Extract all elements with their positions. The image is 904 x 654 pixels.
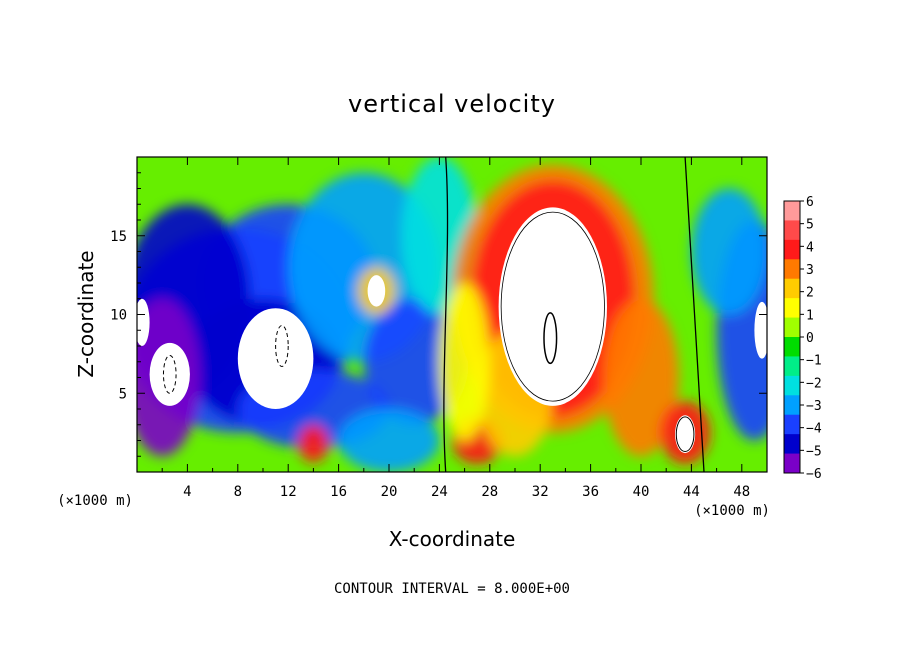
saturated-region — [237, 308, 314, 409]
colorbar-tick-label: 1 — [806, 308, 814, 323]
saturated-region — [137, 298, 150, 346]
contour-lines — [162, 157, 705, 472]
x-tick-label: 28 — [481, 484, 498, 500]
field-blob — [439, 283, 490, 441]
x-axis-unit: (×1000 m) — [694, 503, 770, 519]
colorbar-tick-label: −1 — [806, 354, 822, 369]
chart-title: vertical velocity — [348, 90, 556, 118]
y-tick-label: 10 — [110, 308, 127, 324]
x-tick-label: 32 — [532, 484, 549, 500]
field-blob — [298, 424, 329, 463]
y-tick-label: 5 — [119, 386, 127, 402]
zero-contour — [684, 157, 705, 472]
x-axis-label: X-coordinate — [389, 527, 516, 551]
plot-area — [137, 157, 767, 472]
x-tick-label: 20 — [381, 484, 398, 500]
saturated-region — [149, 342, 190, 406]
colorbar-tick-label: 0 — [806, 331, 814, 346]
colorbar-segment — [784, 375, 800, 396]
x-tick-label: 40 — [633, 484, 650, 500]
colorbar-tick-label: −4 — [806, 422, 822, 437]
colorbar-tick-label: −3 — [806, 399, 822, 414]
x-axis-ticks: 4 8 12 16 20 24 28 32 36 40 44 48 — [161, 157, 750, 500]
colorbar-segment — [784, 356, 800, 377]
colorbar-tick-label: 5 — [806, 218, 814, 233]
y-axis-ticks: 5 10 15 — [110, 172, 767, 457]
colorbar-segment — [784, 239, 800, 260]
contour-interval-note: CONTOUR INTERVAL = 8.000E+00 — [334, 581, 570, 597]
y-axis-unit: (×1000 m) — [57, 493, 133, 509]
x-tick-label: 4 — [183, 484, 191, 500]
y-axis-label: Z-coordinate — [74, 250, 98, 377]
colorbar-tick-label: 4 — [806, 240, 814, 255]
x-tick-label: 16 — [330, 484, 347, 500]
contour-downdraft — [275, 325, 289, 367]
colorbar-segment — [784, 220, 800, 241]
colorbar-segment — [784, 453, 800, 474]
colorbar: 6 5 4 3 2 1 0 −1 −2 −3 −4 −5 −6 — [783, 195, 822, 482]
zero-contour — [443, 157, 449, 472]
contour-updraft-small — [675, 416, 695, 453]
x-tick-label: 48 — [733, 484, 750, 500]
colorbar-segment — [784, 337, 800, 357]
colorbar-tick-label: −6 — [806, 467, 822, 482]
colorbar-segment — [784, 298, 800, 319]
saturated-region — [675, 415, 696, 454]
colorbar-segment — [784, 201, 800, 221]
colorbar-segment — [784, 395, 800, 416]
x-tick-label: 8 — [234, 484, 242, 500]
contour-updraft — [500, 211, 605, 402]
colorbar-segment — [784, 414, 800, 435]
saturated-region — [367, 275, 386, 307]
saturated-region — [498, 207, 607, 406]
contour-downdraft — [162, 354, 177, 394]
x-tick-label: 44 — [683, 484, 700, 500]
colorbar-tick-label: 2 — [806, 286, 814, 301]
colorbar-tick-label: 3 — [806, 263, 814, 278]
colorbar-tick-label: −5 — [806, 444, 822, 459]
colorbar-segment — [784, 259, 800, 280]
colorbar-segment — [784, 434, 800, 455]
field-blob — [363, 298, 465, 425]
saturated-regions — [137, 207, 767, 454]
x-tick-label: 12 — [280, 484, 297, 500]
contour-core — [543, 312, 558, 365]
colorbar-tick-label: −2 — [806, 376, 822, 391]
colorbar-segment — [784, 317, 800, 338]
x-tick-label: 24 — [431, 484, 448, 500]
saturated-region — [754, 301, 767, 359]
colorbar-tick-label: 6 — [806, 195, 814, 210]
x-tick-label: 36 — [582, 484, 599, 500]
colorbar-segment — [784, 278, 800, 299]
field-blob — [603, 298, 679, 457]
field-blob — [691, 188, 767, 315]
y-tick-label: 15 — [110, 229, 127, 245]
field-blob — [338, 409, 440, 472]
